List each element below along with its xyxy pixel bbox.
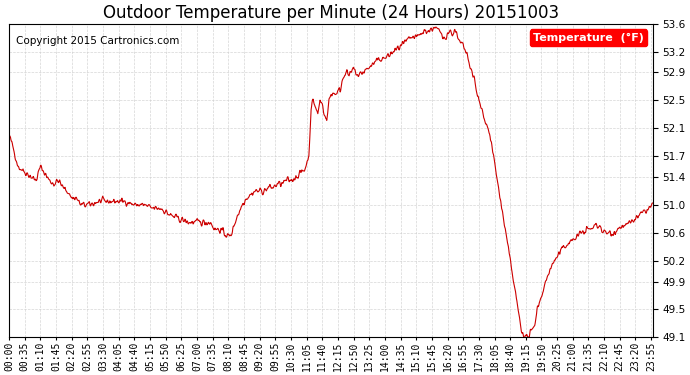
Temperature  (°F) bbox=[220, 233, 228, 237]
Temperature  (°F) bbox=[516, 319, 524, 323]
Legend: Temperature  (°F): Temperature (°F) bbox=[530, 29, 647, 46]
Temperature  (°F) bbox=[431, 25, 440, 30]
Temperature  (°F) bbox=[5, 132, 13, 136]
Text: Copyright 2015 Cartronics.com: Copyright 2015 Cartronics.com bbox=[16, 36, 179, 46]
Title: Outdoor Temperature per Minute (24 Hours) 20151003: Outdoor Temperature per Minute (24 Hours… bbox=[103, 4, 559, 22]
Temperature  (°F) bbox=[520, 335, 528, 339]
Line: Temperature  (°F): Temperature (°F) bbox=[9, 27, 653, 337]
Temperature  (°F) bbox=[148, 206, 157, 210]
Temperature  (°F) bbox=[573, 232, 582, 236]
Temperature  (°F) bbox=[432, 25, 440, 29]
Temperature  (°F) bbox=[649, 201, 657, 205]
Temperature  (°F) bbox=[132, 204, 141, 208]
